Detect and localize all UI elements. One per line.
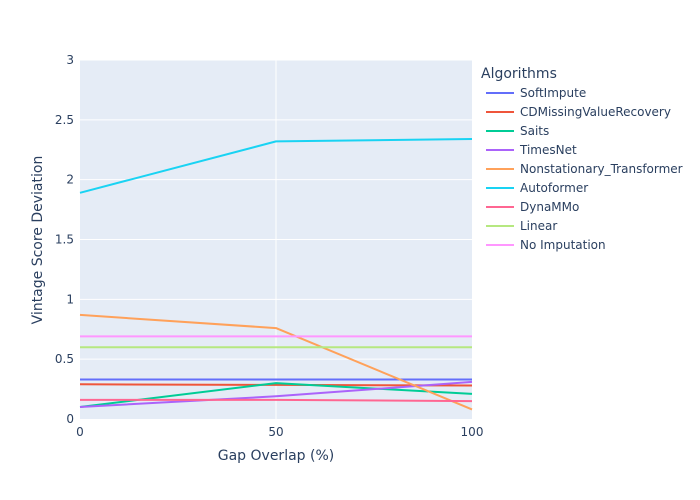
y-axis-ticks: 0 0.5 1 1.5 2 2.5 3 (55, 53, 74, 426)
legend-label: Saits (520, 124, 549, 138)
y-tick-label: 1.5 (55, 233, 74, 247)
series-line-nonstationary-transformer (79, 313, 473, 411)
y-axis-title: Vintage Score Deviation (30, 156, 46, 325)
legend-label: Linear (520, 219, 557, 233)
x-axis-ticks: 0 50 100 (76, 425, 483, 439)
legend-item-nonstationary-transformer[interactable]: Nonstationary_Transformer (486, 162, 683, 176)
series-line-dynammo (80, 398, 473, 403)
x-tick-label: 0 (76, 425, 84, 439)
legend-item-softimpute[interactable]: SoftImpute (486, 86, 586, 100)
legend-item-timesnet[interactable]: TimesNet (486, 143, 577, 157)
legend-title: Algorithms (481, 66, 557, 82)
y-tick-label: 2 (66, 173, 74, 187)
legend-label: Autoformer (520, 181, 588, 195)
legend-item-dynammo[interactable]: DynaMMo (486, 200, 579, 214)
legend-item-autoformer[interactable]: Autoformer (486, 181, 588, 195)
legend-label: SoftImpute (520, 86, 586, 100)
x-axis-title: Gap Overlap (%) (218, 448, 334, 464)
legend[interactable]: Algorithms SoftImpute CDMissingValueRecov… (481, 66, 683, 252)
legend-label: No Imputation (520, 238, 606, 252)
legend-item-linear[interactable]: Linear (486, 219, 557, 233)
y-tick-label: 1 (66, 292, 74, 306)
series-line-cdmissingvaluerecovery (79, 383, 473, 387)
legend-label: TimesNet (519, 143, 577, 157)
y-tick-label: 2.5 (55, 113, 74, 127)
legend-label: Nonstationary_Transformer (520, 162, 683, 176)
series-line-autoformer (79, 138, 473, 194)
y-tick-label: 3 (66, 53, 74, 67)
legend-label: DynaMMo (520, 200, 579, 214)
y-tick-label: 0 (66, 412, 74, 426)
legend-item-saits[interactable]: Saits (486, 124, 549, 138)
series-lines (79, 138, 473, 411)
x-tick-label: 50 (268, 425, 283, 439)
legend-item-no-imputation[interactable]: No Imputation (486, 238, 606, 252)
legend-label: CDMissingValueRecovery (520, 105, 671, 119)
legend-item-cdmissingvaluerecovery[interactable]: CDMissingValueRecovery (486, 105, 671, 119)
x-tick-label: 100 (461, 425, 484, 439)
gridlines (80, 59, 472, 419)
y-tick-label: 0.5 (55, 352, 74, 366)
series-line-timesnet (79, 380, 473, 408)
